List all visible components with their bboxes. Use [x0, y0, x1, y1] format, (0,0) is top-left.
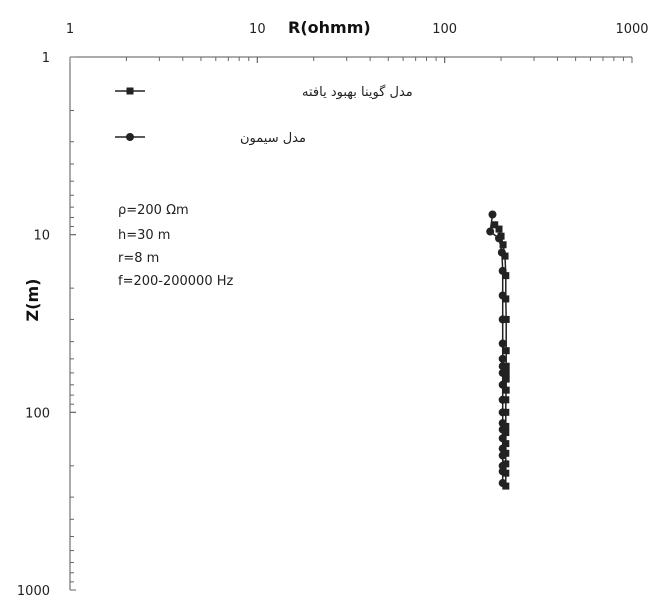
series-layer [486, 210, 510, 490]
data-point-square [491, 221, 499, 229]
y-tick-label: 100 [25, 406, 50, 421]
data-point-square [502, 386, 510, 394]
data-point-circle [494, 234, 503, 243]
data-point-circle [498, 461, 507, 470]
data-point-circle [498, 380, 507, 389]
data-point-circle [498, 266, 507, 275]
data-point-square [495, 225, 503, 233]
data-point-circle [498, 479, 507, 488]
x-ticks [69, 57, 633, 63]
legend-circle-marker-1 [126, 133, 134, 141]
x-tick-label: 100 [432, 22, 457, 37]
data-point-circle [498, 395, 507, 404]
legend-label-0: مدل گوینا بهبود یافته [302, 84, 413, 100]
data-point-square [499, 241, 507, 249]
data-point-circle [498, 368, 507, 377]
x-tick-labels: 1 10 100 1000 [66, 22, 649, 37]
y-tick-label: 1 [42, 51, 50, 66]
data-point-circle [497, 248, 506, 257]
data-point-square [502, 440, 510, 448]
data-point-circle [498, 291, 507, 300]
data-point-square [502, 295, 510, 303]
data-point-circle [498, 354, 507, 363]
data-point-circle [498, 434, 507, 443]
legend: مدل گوینا بهبود یافته مدل سیمون [115, 84, 413, 146]
data-point-square [502, 422, 510, 430]
data-point-circle [498, 408, 507, 417]
data-point-square [501, 252, 509, 260]
data-point-circle [486, 227, 495, 236]
x-axis-title: R(ohmm) [288, 18, 371, 37]
y-tick-labels: 1 10 100 1000 [17, 51, 50, 599]
data-point-square [502, 347, 510, 355]
data-point-square [502, 429, 510, 437]
data-point-circle [498, 467, 507, 476]
legend-item-0: مدل گوینا بهبود یافته [115, 84, 413, 100]
legend-label-1: مدل سیمون [240, 131, 306, 146]
data-point-circle [498, 444, 507, 453]
x-tick-label: 1000 [615, 22, 648, 37]
data-point-circle [488, 210, 497, 219]
legend-square-marker-0 [126, 87, 134, 95]
data-point-circle [498, 315, 507, 324]
annotation-rho: ρ=200 Ωm [118, 203, 189, 218]
annotation-h: h=30 m [118, 228, 170, 243]
data-point-square [502, 272, 510, 280]
data-point-circle [498, 419, 507, 428]
axes [69, 56, 632, 590]
annotations: ρ=200 Ωm h=30 m r=8 m f=200-200000 Hz [118, 203, 234, 289]
y-axis-title: Z(m) [23, 279, 42, 322]
legend-item-1: مدل سیمون [115, 131, 306, 146]
x-tick-label: 1 [66, 22, 74, 37]
data-point-circle [498, 451, 507, 460]
data-point-circle [498, 362, 507, 371]
data-point-circle [498, 425, 507, 434]
data-point-circle [498, 339, 507, 348]
y-tick-label: 10 [33, 229, 50, 244]
x-tick-label: 10 [249, 22, 266, 37]
y-ticks [70, 56, 76, 591]
y-tick-label: 1000 [17, 584, 50, 599]
data-point-square [502, 375, 510, 383]
annotation-f: f=200-200000 Hz [118, 274, 234, 289]
annotation-r: r=8 m [118, 251, 159, 266]
series-1 [486, 210, 507, 488]
data-point-square [502, 482, 510, 490]
